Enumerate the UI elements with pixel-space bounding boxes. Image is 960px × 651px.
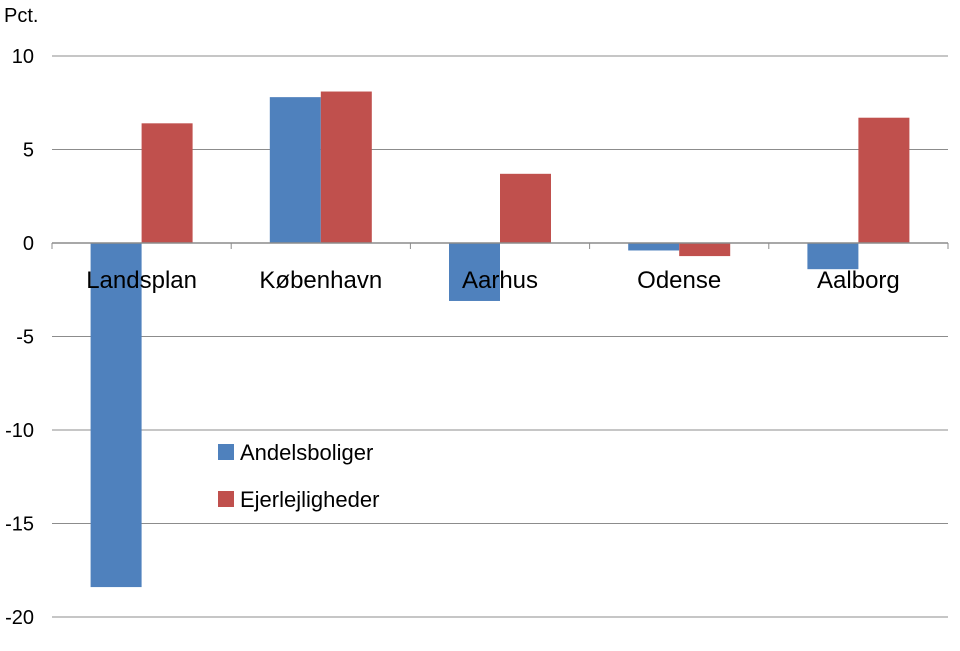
legend-swatch [218,444,234,460]
bar-andelsboliger [269,97,321,243]
y-tick-label: -5 [16,327,34,349]
bar-ejerlejligheder [500,173,551,243]
y-tick-label: -10 [5,420,34,442]
legend-label: Ejerlejligheder [240,487,379,512]
y-tick-label: -15 [5,514,34,536]
bars [90,91,910,588]
bar-andelsboliger [90,243,142,588]
category-label: Odense [637,267,721,294]
bar-andelsboliger [449,243,500,301]
legend: Andelsboliger Ejerlejligheder [218,440,379,512]
bar-andelsboliger [807,243,859,270]
bar-ejerlejligheder [679,243,731,257]
legend-label: Andelsboliger [240,440,373,465]
gridlines [52,55,948,618]
legend-swatch [218,491,234,507]
y-tick-label: -20 [5,607,34,629]
category-label: Landsplan [86,267,197,294]
category-label: Aalborg [817,267,900,294]
y-tick-label: 5 [23,140,34,162]
y-tick-label: 10 [12,46,34,68]
category-label: København [259,267,382,294]
bar-andelsboliger [628,243,680,251]
y-axis-unit: Pct. [4,5,38,27]
bar-ejerlejligheder [858,117,910,243]
y-tick-label: 0 [23,233,34,255]
y-axis-ticks: 10 5 0 -5 -10 -15 -20 [5,46,34,629]
category-label: Aarhus [462,267,538,294]
bar-ejerlejligheder [320,91,372,243]
category-labels: Landsplan København Aarhus Odense Aalborg [86,267,900,294]
category-axis [51,242,949,249]
bar-ejerlejligheder [141,123,193,243]
